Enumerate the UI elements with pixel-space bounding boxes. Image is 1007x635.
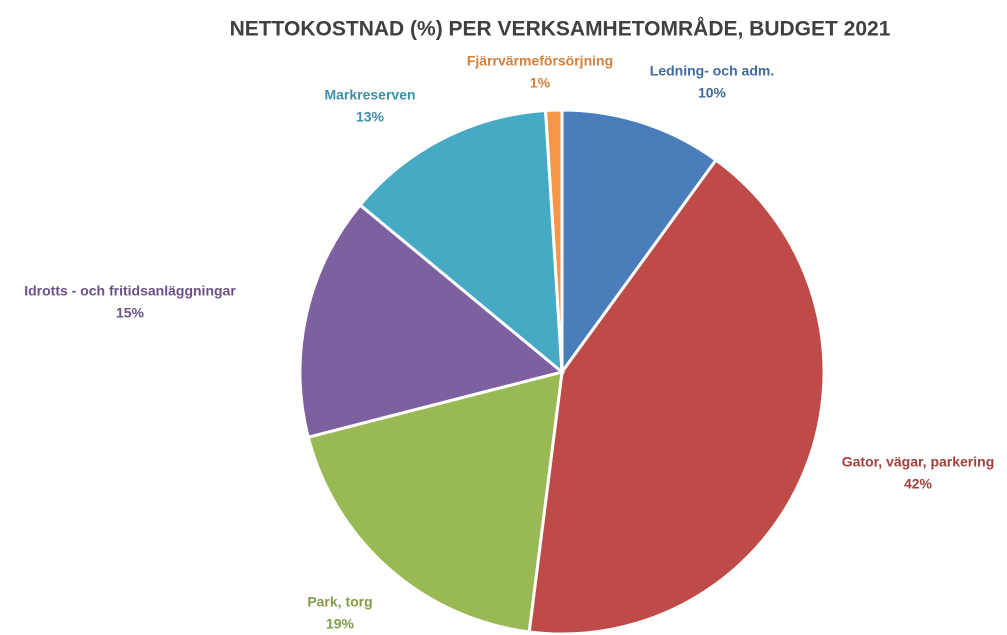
pie-slice	[298, 202, 566, 439]
slice-label: Gator, vägar, parkering	[842, 454, 995, 470]
value-label: 15%	[116, 305, 145, 321]
value-label: 42%	[904, 476, 933, 492]
value-label: 19%	[326, 616, 355, 632]
value-label: 13%	[356, 109, 385, 125]
pie-slice	[527, 157, 826, 635]
pie-slice	[306, 369, 564, 634]
slice-label: Ledning- och adm.	[650, 63, 774, 79]
chart-title: NETTOKOSTNAD (%) PER VERKSAMHETOMRÅDE, B…	[230, 17, 891, 41]
slice-label: Park, torg	[307, 594, 372, 610]
value-label: 10%	[698, 85, 727, 101]
value-label: 1%	[530, 75, 551, 91]
pie-slice	[560, 108, 719, 377]
slice-label: Fjärrvärmeförsörjning	[467, 53, 613, 69]
pie-slice	[358, 108, 564, 376]
slice-label: Markreserven	[324, 87, 415, 103]
pie-slice	[543, 108, 564, 373]
slice-label: Idrotts - och fritidsanläggningar	[24, 283, 236, 299]
